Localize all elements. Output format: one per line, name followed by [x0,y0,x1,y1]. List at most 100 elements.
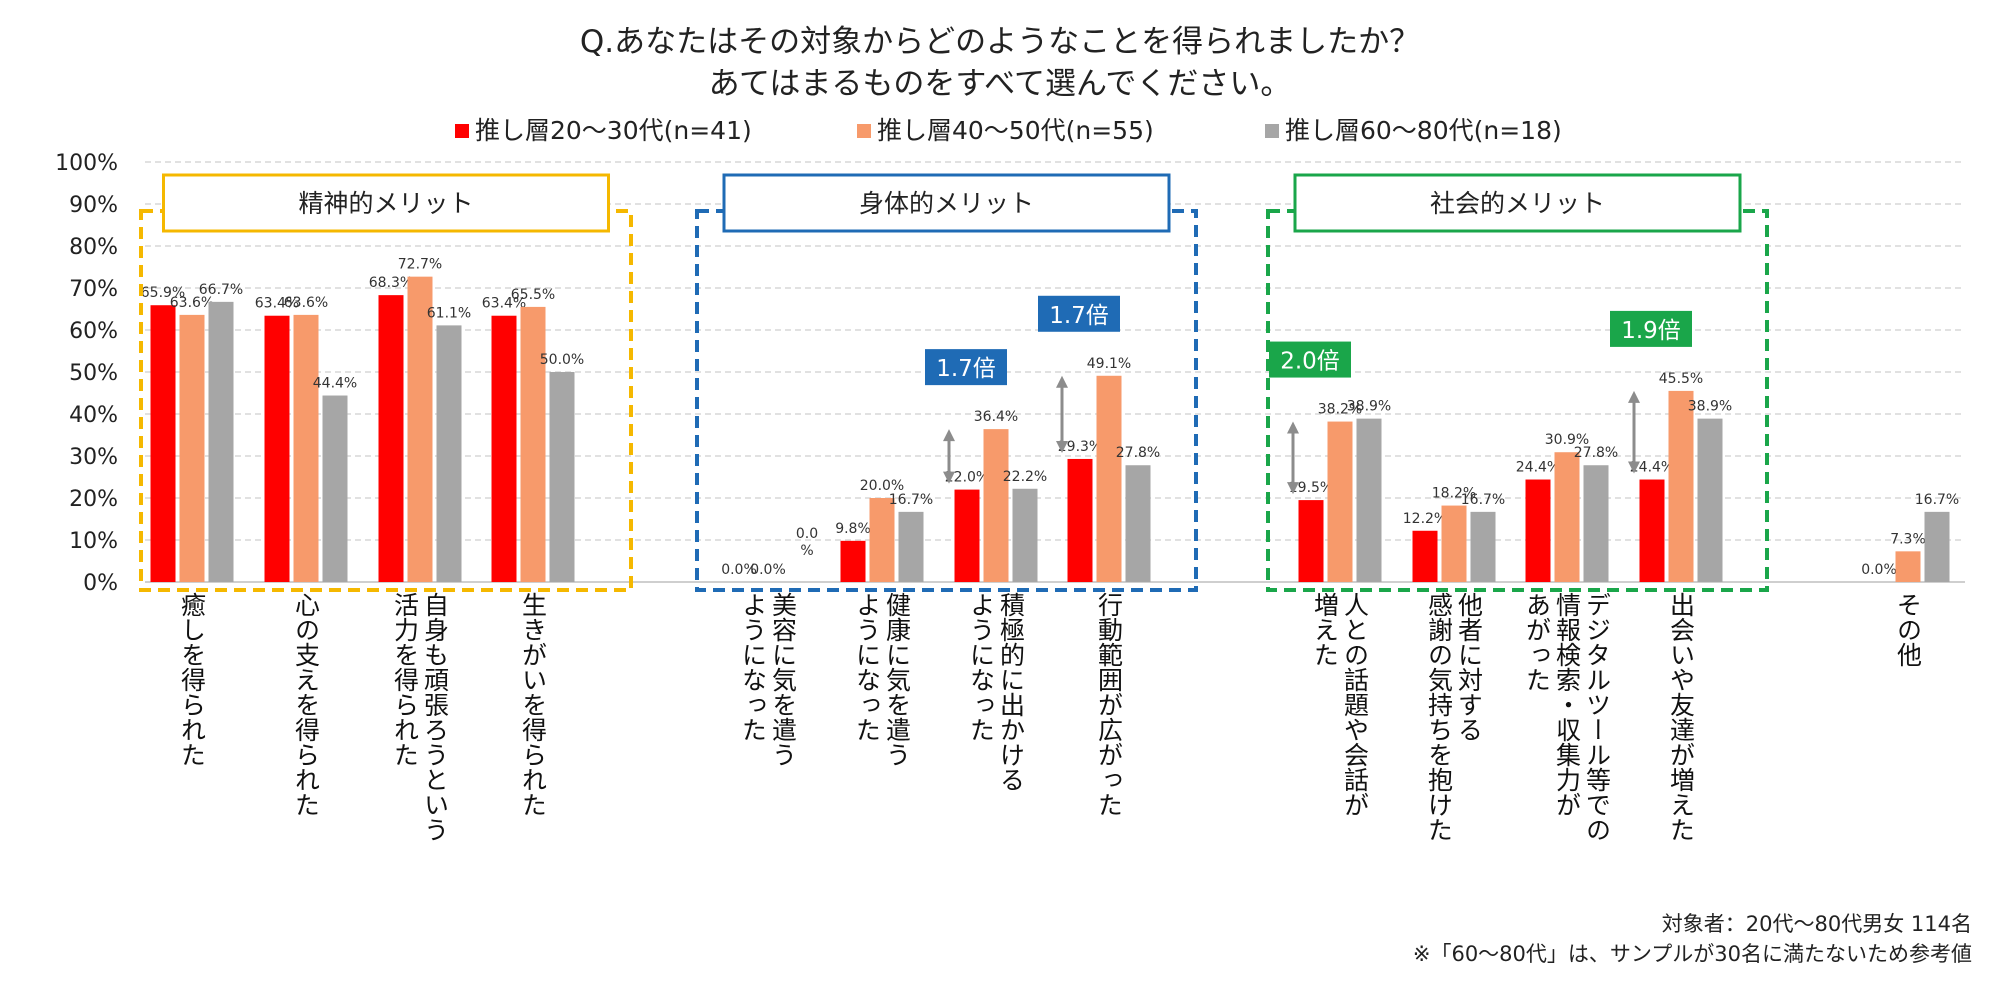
x-tick-label: ようになった [967,592,996,742]
data-label: 63.4% [255,296,299,312]
x-tick-label: あがった [1523,592,1552,692]
ratio-arrow-head [1628,461,1640,474]
bar [1668,390,1694,582]
chart-title-line1: Q.あなたはその対象からどのようなことを得られましたか？ [579,24,1421,60]
data-label: 27.8% [1574,445,1618,461]
data-label: 22.0% [945,470,989,486]
bar [1554,452,1580,582]
legend-label-40-50: 推し層40～50代(n=55) [877,116,1154,145]
data-label: 68.3% [369,275,413,291]
x-tick-label: 積極的に出かける [997,592,1026,792]
bar [1067,458,1093,582]
data-label: 44.4% [313,376,357,392]
group-title: 身体的メリット [859,189,1034,218]
x-tick-label: 生きがいを得られた [519,592,548,817]
ratio-badge [1038,295,1120,332]
x-tick-label: その他 [1894,592,1923,667]
ratio-badge-label: 2.0倍 [1280,349,1340,375]
bar [1412,530,1438,582]
x-tick-label: 自身も頑張ろうという [421,592,450,842]
bar [898,511,924,582]
data-label: 24.4% [1516,460,1560,476]
data-label: 20.0% [860,478,904,494]
bar [1470,511,1496,582]
ratio-badge [925,349,1007,386]
data-label: 0.0% [721,562,757,578]
data-label: 29.3% [1058,439,1102,455]
ratio-badge-label: 1.9倍 [1621,318,1681,344]
legend-label-20-30: 推し層20～30代(n=41) [475,116,752,145]
data-label: 49.1% [1087,356,1131,372]
bar [1125,465,1151,582]
bar [436,325,462,582]
y-tick-label: 60% [69,319,118,344]
data-label: 16.7% [889,492,933,508]
data-label: 45.5% [1659,371,1703,387]
data-label: 24.4% [1630,460,1674,476]
data-label: 63.6% [284,295,328,311]
data-label: 27.8% [1116,445,1160,461]
data-label: 12.2% [1403,511,1447,527]
data-label: 0.0% [750,562,786,578]
data-label: 36.4% [974,409,1018,425]
bar [549,372,575,582]
data-label: 63.6% [170,295,214,311]
x-tick-label: ようになった [739,592,768,742]
x-tick-label: ようになった [853,592,882,742]
bar [208,301,234,582]
y-tick-label: 70% [69,277,118,302]
bar [407,276,433,582]
ratio-arrow-head [943,471,955,484]
bar [293,314,319,582]
bar [1895,551,1921,582]
legend-item-60-80: 推し層60～80代(n=18) [1265,113,1562,149]
bar [1441,505,1467,582]
legend-item-40-50: 推し層40～50代(n=55) [857,113,1154,149]
y-tick-label: 80% [69,235,118,260]
group-title-box [162,173,610,233]
bar [264,315,290,582]
data-label: 65.5% [511,287,555,303]
bar [1356,418,1382,582]
bar [179,314,205,582]
y-tick-label: 30% [69,445,118,470]
x-tick-label: 出会いや友達が増えた [1667,592,1696,842]
data-label: 18.2% [1432,486,1476,502]
ratio-badge-label: 1.7倍 [1049,303,1109,329]
data-label: 0.0% [796,526,818,559]
data-label: 16.7% [1915,492,1959,508]
x-tick-label: 増えた [1311,592,1340,667]
data-label: 16.7% [1461,492,1505,508]
data-label: 30.9% [1545,432,1589,448]
y-tick-label: 90% [69,193,118,218]
x-tick-label: 行動範囲が広がった [1095,592,1124,817]
bar [1697,418,1723,582]
x-tick-label: 感謝の気持ちを抱けた [1425,592,1454,842]
y-tick-label: 0% [83,571,118,596]
legend-swatch-60-80 [1265,124,1279,138]
y-tick-label: 40% [69,403,118,428]
ratio-badge [1610,310,1692,347]
ratio-arrow-head [1287,482,1299,495]
legend: 推し層20～30代(n=41) 推し層40～50代(n=55) 推し層60～80… [0,113,2000,149]
data-label: 38.9% [1347,399,1391,415]
bar [1924,511,1950,582]
x-tick-label: 人との話題や会話が [1341,592,1370,817]
x-tick-label: デジタルツール等での [1583,592,1612,842]
group-title-box [722,173,1171,233]
legend-item-20-30: 推し層20～30代(n=41) [455,113,752,149]
footnote-respondents: 対象者：20代～80代男女 114名 [1661,912,1972,936]
bar [491,315,517,582]
group-frame [139,209,633,592]
x-tick-label: 心の支えを得られた [292,592,321,817]
bar [1327,421,1353,582]
bar [520,306,546,582]
ratio-arrow-head [1628,390,1640,403]
bar [1525,479,1551,582]
chart-title-line2: あてはまるものをすべて選んでください。 [708,66,1292,102]
bar [1583,465,1609,582]
bar [378,295,404,582]
bar [840,540,866,582]
data-label: 9.8% [835,521,871,537]
x-tick-label: 美容に気を遣う [769,592,798,767]
